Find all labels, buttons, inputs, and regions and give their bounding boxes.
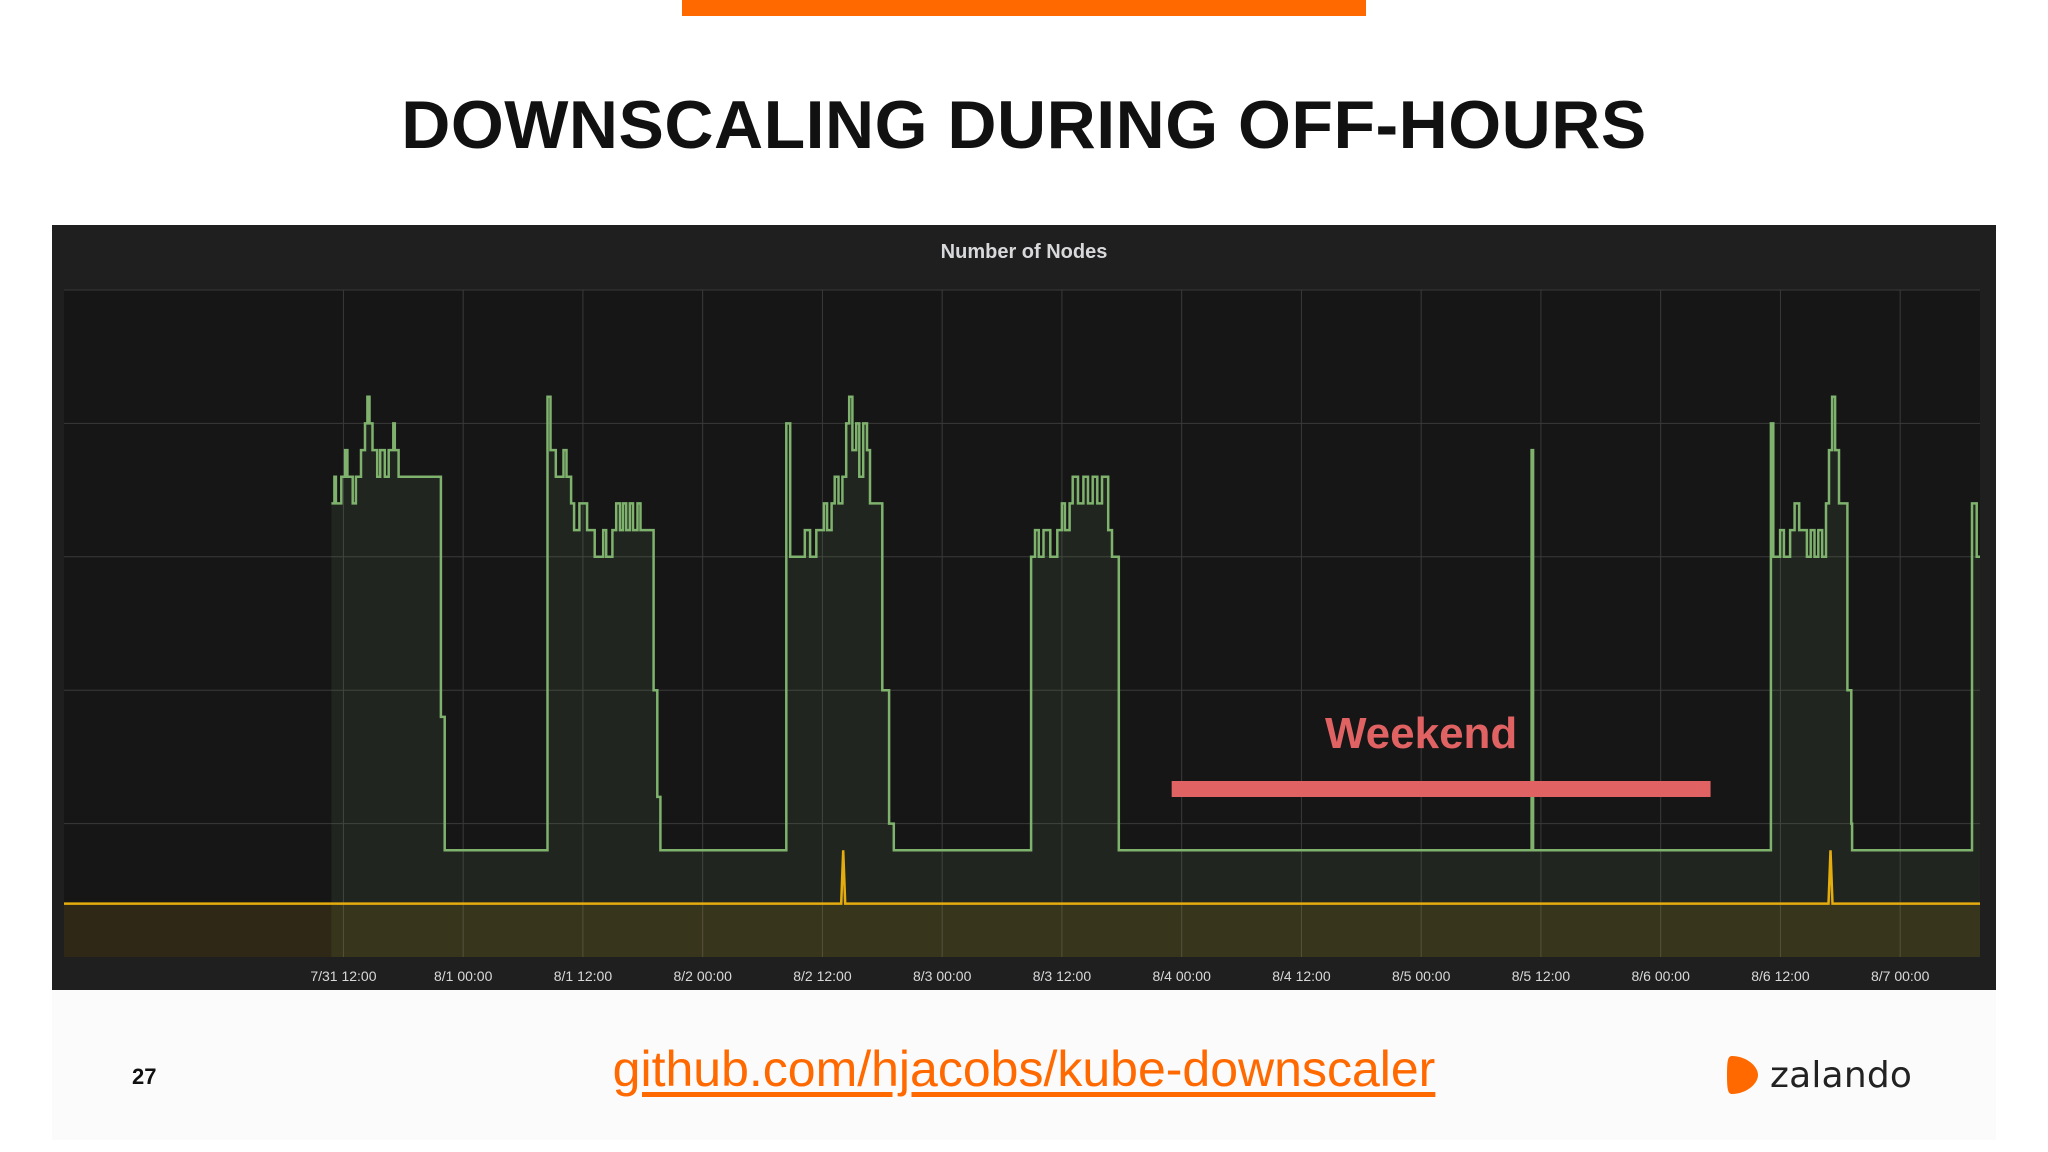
brand-logo: zalando — [1726, 1054, 1912, 1096]
chart-panel: 7/31 12:00 8/1 00:00 8/1 12:00 8/2 00:00 8/2… — [52, 225, 1996, 990]
chart-title: Number of Nodes — [941, 241, 1108, 263]
weekend-label: Weekend — [1325, 709, 1517, 758]
x-tick-label: 8/4 12:00 — [1272, 968, 1331, 984]
x-tick-label: 8/3 12:00 — [1033, 968, 1092, 984]
x-tick-label: 8/2 00:00 — [673, 968, 732, 984]
x-tick-label: 8/5 12:00 — [1512, 968, 1571, 984]
accent-bar — [682, 0, 1366, 16]
x-tick-label: 8/6 12:00 — [1751, 968, 1810, 984]
x-tick-label: 8/6 00:00 — [1631, 968, 1690, 984]
series-baseline-line — [64, 850, 1980, 905]
x-tick-label: 8/7 00:00 — [1871, 968, 1930, 984]
x-tick-label: 8/1 00:00 — [434, 968, 493, 984]
page-number: 27 — [132, 1064, 157, 1089]
weekend-bar — [1171, 781, 1711, 797]
footer-link[interactable]: github.com/hjacobs/kube-downscaler — [612, 1041, 1436, 1097]
x-tick-label: 7/31 12:00 — [310, 968, 376, 984]
x-tick-label: 8/1 12:00 — [554, 968, 613, 984]
zalando-logo-icon — [1727, 1056, 1758, 1094]
x-tick-label: 8/2 12:00 — [793, 968, 852, 984]
series-nodes-line — [331, 395, 1980, 852]
footer-band — [52, 990, 1996, 1140]
number-of-nodes-chart: 7/31 12:00 8/1 00:00 8/1 12:00 8/2 00:00 8/2… — [64, 241, 1980, 984]
brand-name: zalando — [1770, 1054, 1913, 1096]
x-tick-label: 8/3 00:00 — [913, 968, 972, 984]
series-nodes-area — [331, 396, 1980, 957]
slide-title: DOWNSCALING DURING OFF-HOURS — [401, 87, 1647, 163]
x-tick-label: 8/5 00:00 — [1392, 968, 1451, 984]
x-tick-label: 8/4 00:00 — [1152, 968, 1211, 984]
